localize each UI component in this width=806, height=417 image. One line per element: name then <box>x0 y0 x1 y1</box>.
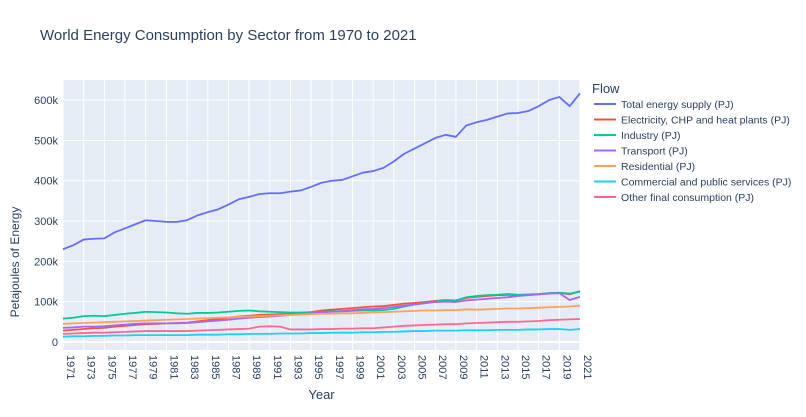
x-tick-label: 1987 <box>229 355 241 379</box>
x-tick-label: 2011 <box>478 355 490 379</box>
y-tick-label: 0 <box>52 337 58 349</box>
x-tick-label: 1979 <box>147 355 159 379</box>
y-tick-label: 200k <box>34 256 58 268</box>
x-axis-ticks: 1971 1973 1975 1977 1979 1981 1983 1985 1987 1989… <box>64 355 593 379</box>
legend-item-label[interactable]: Commercial and public services (PJ) <box>621 177 791 189</box>
series-line[interactable] <box>62 318 581 335</box>
chart-title: World Energy Consumption by Sector from … <box>40 27 417 44</box>
x-tick-label: 2013 <box>498 355 510 379</box>
y-tick-label: 500k <box>34 135 58 147</box>
x-tick-label: 1999 <box>354 355 366 379</box>
x-tick-label: 2005 <box>416 355 428 379</box>
series-lines <box>62 92 581 338</box>
x-tick-label: 2019 <box>560 355 572 379</box>
x-tick-label: 1983 <box>188 355 200 379</box>
y-axis-title: Petajoules of Energy <box>8 207 22 318</box>
legend-item-label[interactable]: Total energy supply (PJ) <box>621 99 734 111</box>
x-tick-label: 1981 <box>167 355 179 379</box>
y-tick-label: 300k <box>34 216 58 228</box>
x-tick-label: 1985 <box>209 355 221 379</box>
plot-background <box>63 80 580 350</box>
legend-item-label[interactable]: Transport (PJ) <box>621 146 688 158</box>
x-tick-label: 2003 <box>395 355 407 379</box>
x-tick-label: 1997 <box>333 355 345 379</box>
legend-item-label[interactable]: Other final consumption (PJ) <box>621 192 754 204</box>
x-tick-label: 1989 <box>250 355 262 379</box>
x-tick-label: 1977 <box>126 355 138 379</box>
x-tick-label: 1971 <box>64 355 76 379</box>
x-tick-label: 1993 <box>291 355 303 379</box>
x-tick-label: 2015 <box>519 355 531 379</box>
y-tick-label: 100k <box>34 297 58 309</box>
legend-item-label[interactable]: Residential (PJ) <box>621 161 695 173</box>
x-tick-label: 2001 <box>374 355 386 379</box>
x-tick-label: 1995 <box>312 355 324 379</box>
y-axis-ticks: 0 100k 200k 300k 400k 500k 600k <box>34 95 58 349</box>
x-tick-label: 1991 <box>271 355 283 379</box>
gridlines <box>62 80 581 350</box>
legend-item-label[interactable]: Electricity, CHP and heat plants (PJ) <box>621 115 790 127</box>
x-tick-label: 2009 <box>457 355 469 379</box>
legend-item-label[interactable]: Industry (PJ) <box>621 130 681 142</box>
x-tick-label: 2017 <box>540 355 552 379</box>
x-tick-label: 2021 <box>581 355 593 379</box>
y-tick-label: 600k <box>34 95 58 107</box>
series-line[interactable] <box>62 292 581 329</box>
x-tick-label: 1975 <box>105 355 117 379</box>
y-tick-label: 400k <box>34 176 58 188</box>
legend-title: Flow <box>592 81 620 96</box>
x-tick-label: 2007 <box>436 355 448 379</box>
series-line[interactable] <box>62 304 581 325</box>
x-axis-title: Year <box>308 387 335 402</box>
legend[interactable]: Flow Total energy supply (PJ) Electricity… <box>592 81 791 204</box>
series-line[interactable] <box>62 328 581 338</box>
x-tick-label: 1973 <box>85 355 97 379</box>
series-line[interactable] <box>62 92 581 251</box>
